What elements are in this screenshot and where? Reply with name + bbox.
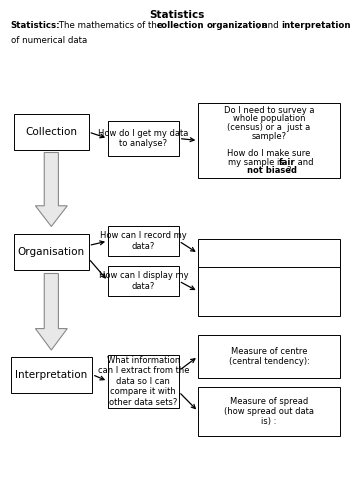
Text: interpretation: interpretation <box>282 21 351 30</box>
Text: Do I need to survey a: Do I need to survey a <box>224 106 314 114</box>
Text: Statistics: Statistics <box>149 10 205 20</box>
Text: , and: , and <box>257 21 281 30</box>
Text: Statistics:: Statistics: <box>11 21 60 30</box>
Text: collection: collection <box>156 21 204 30</box>
Bar <box>108 121 179 156</box>
Bar <box>14 114 88 150</box>
Text: The mathematics of the: The mathematics of the <box>57 21 165 30</box>
Text: my sample is: my sample is <box>228 158 286 167</box>
Text: How do I make sure: How do I make sure <box>227 149 311 158</box>
Text: Collection: Collection <box>25 127 77 137</box>
Text: Measure of centre
(central tendency):: Measure of centre (central tendency): <box>229 346 309 366</box>
Bar <box>108 266 179 296</box>
Text: How do I get my data
to analyse?: How do I get my data to analyse? <box>98 129 189 148</box>
Text: not biased: not biased <box>247 166 297 175</box>
Text: ,: , <box>198 21 204 30</box>
Text: Measure of spread
(how spread out data
is) :: Measure of spread (how spread out data i… <box>224 396 314 426</box>
Polygon shape <box>35 152 67 226</box>
Text: whole population: whole population <box>233 114 305 123</box>
Polygon shape <box>35 274 67 350</box>
Bar <box>11 356 92 392</box>
Text: Organisation: Organisation <box>18 247 85 257</box>
Bar <box>198 387 340 436</box>
Text: How can I display my
data?: How can I display my data? <box>98 272 188 290</box>
Text: ?: ? <box>287 166 291 175</box>
Text: What information
can I extract from the
data so I can
compare it with
other data: What information can I extract from the … <box>98 356 189 406</box>
Bar <box>108 226 179 256</box>
Bar <box>198 238 340 268</box>
Text: (census) or a  just a: (census) or a just a <box>227 123 311 132</box>
Bar <box>108 355 179 408</box>
Text: How can I record my
data?: How can I record my data? <box>100 232 187 250</box>
Text: Interpretation: Interpretation <box>15 370 87 380</box>
Bar <box>198 335 340 378</box>
Text: sample?: sample? <box>251 132 287 140</box>
Bar <box>198 267 340 316</box>
Text: organization: organization <box>207 21 268 30</box>
Text: of numerical data: of numerical data <box>11 36 87 45</box>
Bar <box>14 234 88 270</box>
Text: and: and <box>295 158 313 167</box>
Text: fair: fair <box>279 158 296 167</box>
Bar <box>198 104 340 178</box>
